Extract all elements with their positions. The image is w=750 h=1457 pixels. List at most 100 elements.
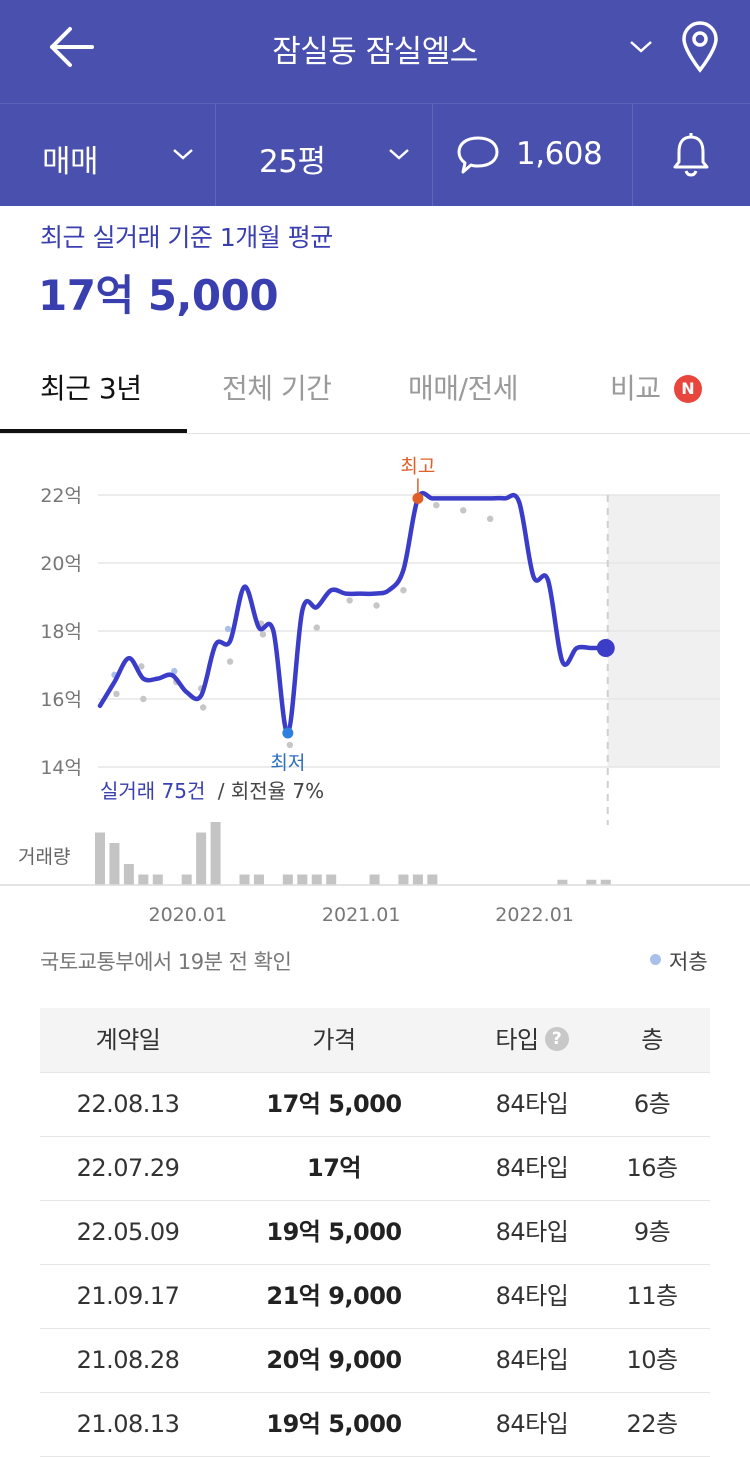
table-body: 22.08.13 17억 5,000 84타입 6층 22.07.29 17억 84타입 16… xyxy=(40,1073,710,1457)
table-row[interactable]: 21.08.13 19억 5,000 84타입 22층 xyxy=(40,1393,710,1457)
notification-button[interactable] xyxy=(633,104,750,206)
contract-date-cell: 22.08.13 xyxy=(76,1090,180,1118)
volume-bar xyxy=(239,874,250,885)
price-cell: 19억 5,000 xyxy=(266,1218,402,1246)
volume-bar xyxy=(297,874,308,885)
volume-bar xyxy=(369,874,380,885)
x-tick-label: 2020.01 xyxy=(149,904,228,926)
page-title[interactable]: 잠실동 잠실엘스 xyxy=(272,34,478,70)
contract-date-cell: 21.08.13 xyxy=(76,1410,180,1438)
price-cell: 21억 9,000 xyxy=(266,1282,402,1310)
price-cell: 19억 5,000 xyxy=(266,1410,402,1438)
volume-bar xyxy=(427,874,438,885)
active-tab-indicator xyxy=(0,429,187,433)
volume-bar xyxy=(253,874,264,885)
contract-date-cell: 22.07.29 xyxy=(76,1154,180,1182)
comments-button[interactable]: 1,608 xyxy=(433,104,632,206)
contract-date-cell: 22.05.09 xyxy=(76,1218,180,1246)
volume-bar xyxy=(311,874,322,885)
tab-all-period[interactable]: 전체 기간 xyxy=(222,372,332,405)
x-axis-labels: 2020.01 2021.01 2022.01 xyxy=(149,904,574,926)
transaction-dot xyxy=(113,690,120,698)
trade-type-select[interactable]: 매매 xyxy=(0,104,215,206)
volume-bar xyxy=(600,879,611,885)
period-tabs: 최근 3년 전체 기간 매매/전세 비교 xyxy=(0,345,750,434)
y-tick-label: 22억 xyxy=(40,485,82,507)
volume-bar xyxy=(138,874,149,885)
price-cell: 17억 5,000 xyxy=(266,1090,402,1118)
y-tick-label: 18억 xyxy=(40,621,82,643)
volume-bar xyxy=(95,832,105,885)
transaction-dot xyxy=(346,597,353,604)
speech-bubble-icon xyxy=(457,136,499,174)
header-price: 가격 xyxy=(312,1026,356,1054)
title-dropdown-button[interactable] xyxy=(626,34,656,58)
chevron-down-icon xyxy=(173,149,193,160)
floor-cell: 11층 xyxy=(626,1282,678,1310)
price-caption: 최근 실거래 기준 1개월 평균 xyxy=(40,223,333,252)
type-cell: 84타입 xyxy=(495,1090,569,1118)
volume-bar xyxy=(557,879,568,885)
volume-bar xyxy=(210,822,221,885)
y-tick-label: 14억 xyxy=(40,757,82,779)
volume-bar xyxy=(196,832,207,885)
turnover-rate: / 회전율 7% xyxy=(218,779,324,803)
filter-bar: 매매 25평 1,608 xyxy=(0,103,750,206)
transaction-dot xyxy=(224,625,232,633)
header-type-label: 타입 xyxy=(495,1026,539,1054)
volume-bar xyxy=(282,874,293,885)
transaction-dots xyxy=(111,502,494,749)
chevron-down-icon xyxy=(389,149,409,160)
transaction-dot xyxy=(400,587,407,594)
low-marker-label: 최저 xyxy=(270,752,305,774)
volume-bar xyxy=(586,879,597,885)
transaction-dot xyxy=(286,741,294,749)
transaction-dot xyxy=(226,658,234,665)
table-row[interactable]: 22.05.09 19억 5,000 84타입 9층 xyxy=(40,1201,710,1265)
low-marker-dot xyxy=(282,727,294,739)
tab-compare[interactable]: 비교 xyxy=(610,372,661,405)
volume-bar xyxy=(152,874,163,885)
back-button[interactable] xyxy=(42,22,102,72)
floor-cell: 9층 xyxy=(633,1218,671,1246)
help-icon[interactable]: ? xyxy=(544,1027,569,1051)
size-select[interactable]: 25평 xyxy=(216,104,432,206)
floor-cell: 6층 xyxy=(633,1090,671,1118)
volume-bar xyxy=(123,864,134,885)
volume-bar xyxy=(326,874,337,885)
floor-cell: 16층 xyxy=(626,1154,678,1182)
table-row[interactable]: 22.08.13 17억 5,000 84타입 6층 xyxy=(40,1073,710,1137)
low-floor-legend-label: 저층 xyxy=(669,950,708,974)
location-button[interactable] xyxy=(678,20,722,74)
volume-bars xyxy=(95,822,611,885)
high-marker-dot xyxy=(412,492,424,504)
table-row[interactable]: 21.08.28 20억 9,000 84타입 10층 xyxy=(40,1329,710,1393)
type-cell: 84타입 xyxy=(495,1410,569,1438)
transaction-count: 실거래 75건 xyxy=(100,779,205,803)
table-row[interactable]: 21.09.17 21억 9,000 84타입 11층 xyxy=(40,1265,710,1329)
header-floor: 층 xyxy=(641,1026,663,1054)
volume-bar xyxy=(181,874,192,885)
volume-bar xyxy=(398,874,409,885)
y-tick-label: 16억 xyxy=(40,689,82,711)
comment-count: 1,608 xyxy=(516,136,603,172)
tab-sale-jeonse[interactable]: 매매/전세 xyxy=(408,372,518,405)
chevron-down-icon xyxy=(630,41,652,53)
contract-date-cell: 21.09.17 xyxy=(76,1282,180,1310)
back-arrow-icon xyxy=(50,27,94,67)
y-axis-labels: 22억 20억 18억 16억 14억 xyxy=(40,485,82,779)
divider xyxy=(632,104,633,206)
floor-cell: 22층 xyxy=(626,1410,678,1438)
bell-icon xyxy=(673,133,709,177)
transaction-dot xyxy=(259,631,267,638)
table-row[interactable]: 22.07.29 17억 84타입 16층 xyxy=(40,1137,710,1201)
x-tick-label: 2022.01 xyxy=(495,904,574,926)
y-tick-label: 20억 xyxy=(40,553,82,575)
chart-grid xyxy=(98,494,720,768)
tab-recent-3-years[interactable]: 최근 3년 xyxy=(40,372,142,405)
contract-date-cell: 21.08.28 xyxy=(76,1346,180,1374)
transaction-dot xyxy=(199,704,207,711)
table-header: 계약일 가격 타입? 층 xyxy=(40,1008,710,1073)
